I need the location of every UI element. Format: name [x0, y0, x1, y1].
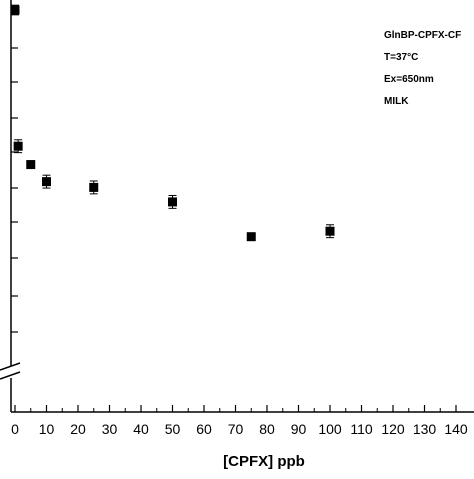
x-tick-label: 50	[165, 421, 181, 437]
x-axis-title: [CPFX] ppb	[223, 453, 305, 470]
data-point	[325, 226, 335, 236]
data-point	[42, 177, 51, 187]
x-tick-label: 0	[11, 421, 19, 437]
x-tick-label: 60	[196, 421, 212, 437]
axes	[0, 0, 474, 413]
data-point	[89, 182, 99, 192]
x-tick-label: 100	[318, 421, 342, 437]
data-point	[13, 141, 23, 151]
x-tick-label: 70	[228, 421, 244, 437]
data-point	[10, 5, 20, 15]
x-tick-label: 30	[102, 421, 118, 437]
annotation-text: T=37°C	[384, 52, 418, 63]
x-tick-label: 130	[413, 421, 437, 437]
y-ticks	[11, 9, 18, 333]
x-tick-label: 120	[381, 421, 405, 437]
annotation-text: MILK	[384, 96, 409, 107]
x-tick-label: 20	[70, 421, 86, 437]
axis-break-mark	[0, 371, 21, 380]
x-tick-label: 140	[444, 421, 468, 437]
annotations: GlnBP-CPFX-CF T=37°C Ex=650nm MILK	[384, 30, 461, 107]
x-tick-label: 40	[133, 421, 149, 437]
x-ticks: 0 10 20 30 40 50 60 70 80 90 100 110 120 130 140	[11, 405, 468, 437]
x-tick-label: 110	[350, 421, 373, 437]
x-tick-label: 80	[259, 421, 275, 437]
annotation-text: Ex=650nm	[384, 74, 434, 85]
data-point	[26, 160, 36, 170]
x-tick-label: 90	[291, 421, 307, 437]
axis-break-mark	[0, 362, 21, 371]
x-tick-label: 10	[39, 421, 55, 437]
data-points	[10, 5, 335, 242]
data-point	[168, 197, 177, 207]
annotation-text: GlnBP-CPFX-CF	[384, 30, 461, 41]
data-point	[246, 232, 256, 242]
